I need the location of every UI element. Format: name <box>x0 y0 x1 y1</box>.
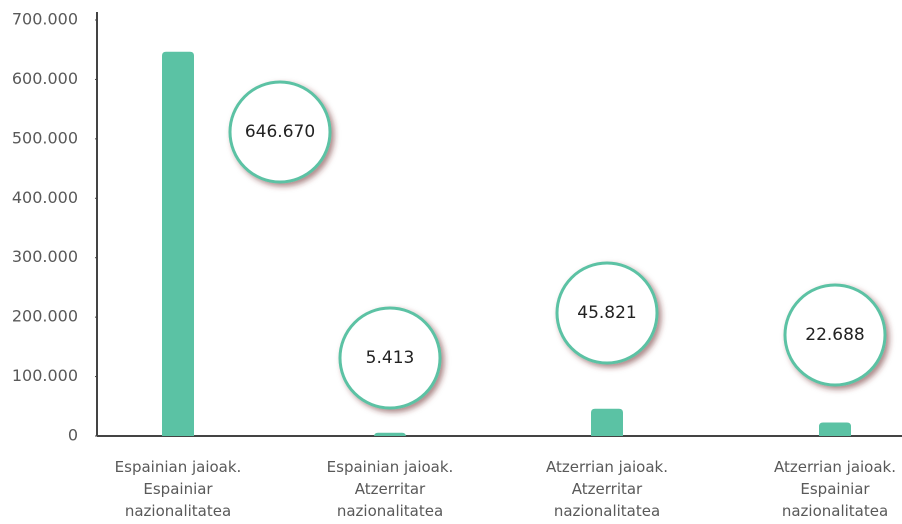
bar <box>591 408 623 436</box>
value-label: 646.670 <box>245 122 315 142</box>
y-tick-label: 100.000 <box>12 366 78 385</box>
value-bubble <box>338 306 442 410</box>
x-tick-label: Atzerrian jaioak. Espainiar nazionalitat… <box>773 458 897 520</box>
y-tick-label: 400.000 <box>12 188 78 207</box>
x-tick-label: Espainian jaioak. Atzerritar nazionalita… <box>326 458 454 520</box>
value-label: 5.413 <box>366 348 415 368</box>
bar <box>819 422 851 436</box>
value-bubble <box>783 283 887 387</box>
y-tick-label: 600.000 <box>12 69 78 88</box>
bar <box>374 432 406 437</box>
y-tick-label: 0 <box>68 426 78 445</box>
y-tick-label: 500.000 <box>12 128 78 147</box>
y-tick-label: 300.000 <box>12 247 78 266</box>
bar <box>162 51 194 436</box>
x-tick-label: Atzerrian jaioak. Atzerritar nazionalita… <box>545 458 669 520</box>
value-bubble <box>228 80 332 184</box>
y-tick-label: 700.000 <box>12 10 78 29</box>
y-tick-label: 200.000 <box>12 307 78 326</box>
value-label: 22.688 <box>805 325 864 345</box>
x-tick-label: Espainian jaioak. Espainiar nazionalitat… <box>114 458 242 520</box>
value-label: 45.821 <box>577 303 636 323</box>
value-bubble <box>555 261 659 365</box>
